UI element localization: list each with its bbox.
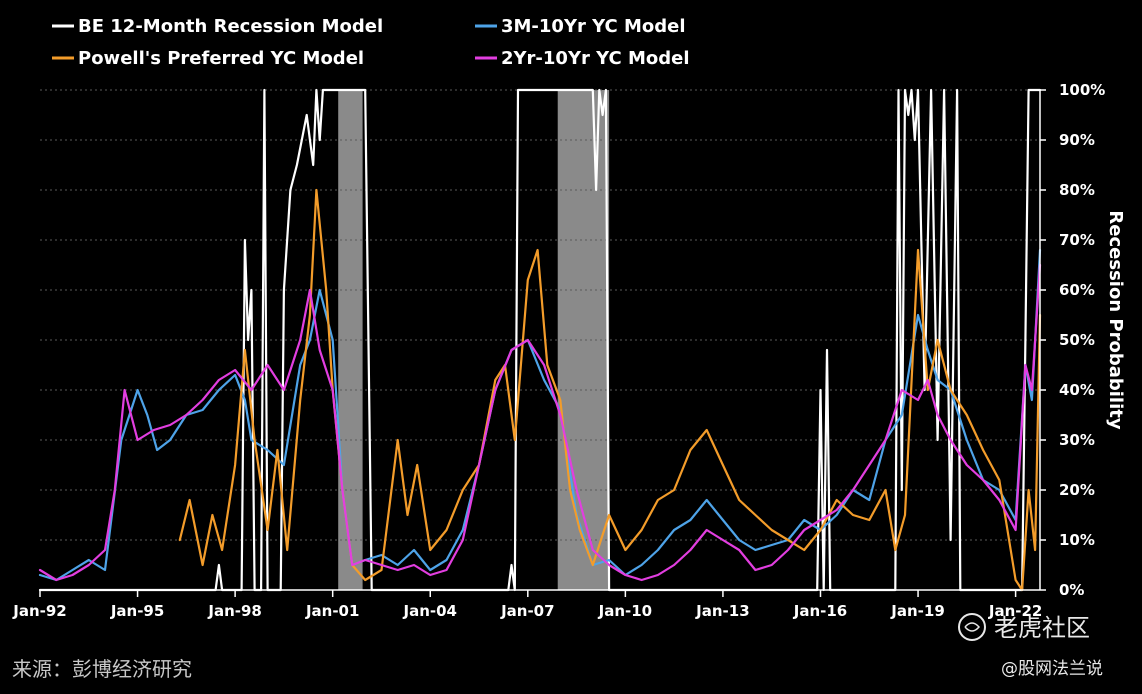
x-tick-label: Jan-01 — [305, 602, 359, 620]
legend-label: 2Yr-10Yr YC Model — [501, 48, 690, 69]
y-axis-ticks: 0% 10% 20% 30% 40% 50% 60% 70% 80% 90% 100% — [1040, 81, 1105, 599]
legend-label: Powell's Preferred YC Model — [78, 48, 364, 69]
series-line-3 — [178, 188, 1042, 592]
x-tick-label: Jan-22 — [988, 602, 1042, 620]
x-axis-ticks: Jan-92 Jan-95 Jan-98 Jan-01 Jan-04 Jan-07 Jan-… — [12, 590, 1042, 620]
y-tick-label: 70% — [1059, 231, 1095, 249]
x-tick-label: Jan-10 — [598, 602, 652, 620]
tiger-logo-icon — [958, 613, 986, 641]
x-tick-label: Jan-04 — [403, 602, 457, 620]
y-tick-label: 20% — [1059, 481, 1095, 499]
x-tick-label: Jan-98 — [207, 602, 261, 620]
x-tick-label: Jan-19 — [890, 602, 944, 620]
y-tick-label: 90% — [1059, 131, 1095, 149]
legend-label: BE 12-Month Recession Model — [78, 16, 383, 37]
brand-logo: 老虎社区 — [958, 613, 1090, 642]
y-tick-label: 30% — [1059, 431, 1095, 449]
y-tick-label: 60% — [1059, 281, 1095, 299]
legend-label: 3M-10Yr YC Model — [501, 16, 686, 37]
y-axis-title: Recession Probability — [1105, 210, 1126, 429]
y-tick-label: 100% — [1059, 81, 1105, 99]
x-tick-label: Jan-95 — [110, 602, 164, 620]
y-tick-label: 80% — [1059, 181, 1095, 199]
source-text: 来源：彭博经济研究 — [12, 657, 192, 681]
x-tick-label: Jan-07 — [500, 602, 554, 620]
y-tick-label: 10% — [1059, 531, 1095, 549]
series-line-4 — [38, 263, 1042, 582]
credit-text: @股网法兰说 — [1001, 659, 1103, 679]
x-tick-label: Jan-92 — [12, 602, 66, 620]
y-tick-label: 0% — [1059, 581, 1084, 599]
x-tick-label: Jan-13 — [695, 602, 749, 620]
y-tick-label: 50% — [1059, 331, 1095, 349]
legend: BE 12-Month Recession Model 3M-10Yr YC Mo… — [52, 16, 690, 69]
brand-name: 老虎社区 — [994, 614, 1090, 642]
y-tick-label: 40% — [1059, 381, 1095, 399]
tiger-logo-mark — [964, 622, 980, 632]
x-tick-label: Jan-16 — [793, 602, 847, 620]
